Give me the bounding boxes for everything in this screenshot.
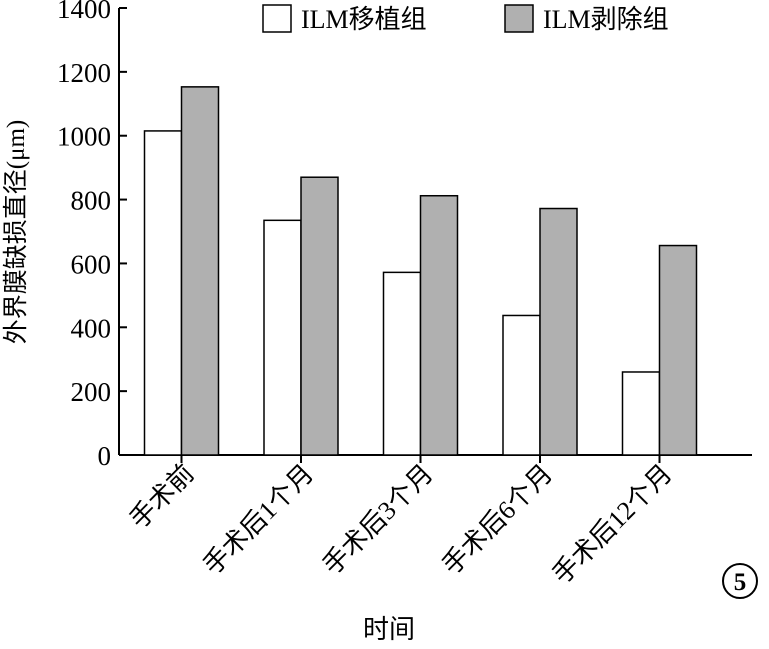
legend-swatch [262, 4, 292, 33]
x-tick-label: 手术后6个月 [437, 459, 559, 581]
y-tick-label: 0 [98, 441, 112, 471]
legend-swatch [504, 4, 534, 33]
y-tick-label: 800 [71, 186, 112, 216]
bar-transplant [502, 314, 541, 456]
bar-transplant [263, 219, 302, 456]
x-axis-title: 时间 [363, 615, 415, 644]
legend: ILM移植组 ILM剥除组 [262, 4, 669, 34]
y-tick-label: 200 [71, 377, 112, 407]
bar-peel [300, 176, 339, 456]
x-tick-label: 手术前 [124, 459, 200, 535]
x-tick-label: 手术后12个月 [547, 459, 678, 590]
bar-peel [419, 194, 459, 456]
legend-label: ILM剥除组 [543, 5, 669, 34]
x-tick-label: 手术后1个月 [198, 459, 320, 581]
x-tick-label: 手术后3个月 [317, 459, 439, 581]
legend-label: ILM移植组 [301, 5, 427, 34]
y-axis-title: 外界膜缺损直径(μm) [2, 120, 30, 345]
y-tick-label: 400 [71, 313, 112, 343]
y-tick-label: 1400 [57, 0, 111, 24]
bar-peel [539, 207, 578, 456]
y-tick-label: 1000 [57, 122, 111, 152]
y-tick-label: 1200 [57, 58, 111, 88]
bar-transplant [382, 271, 422, 456]
bar-transplant [143, 130, 183, 456]
y-tick-label: 600 [71, 249, 112, 279]
bar-peel [658, 244, 698, 456]
plot-area: 0 200 400 600 800 1000 1200 1400 手术前手术后1个月手术后3个月… [57, 0, 752, 590]
bar-peel [180, 86, 220, 456]
panel-label: 5 [734, 569, 747, 596]
bar-transplant [621, 371, 661, 456]
panel-label-badge: 5 [722, 563, 758, 599]
